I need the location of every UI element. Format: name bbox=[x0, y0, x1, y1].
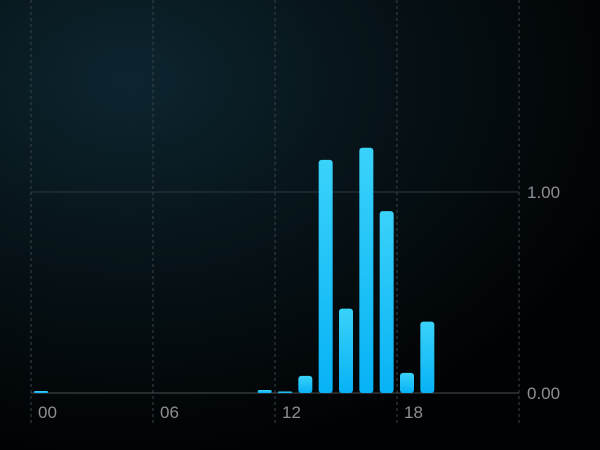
bar bbox=[278, 391, 292, 393]
y-tick-label: 1.00 bbox=[527, 183, 560, 202]
bar bbox=[359, 147, 374, 393]
x-tick-label: 18 bbox=[404, 403, 423, 422]
y-tick-label: 0.00 bbox=[527, 384, 560, 403]
bar bbox=[318, 159, 333, 393]
bar bbox=[420, 321, 435, 393]
bar bbox=[298, 375, 313, 393]
bar bbox=[339, 308, 353, 393]
x-tick-label: 12 bbox=[282, 403, 301, 422]
x-tick-label: 06 bbox=[160, 403, 179, 422]
bar bbox=[400, 372, 414, 393]
x-tick-label: 00 bbox=[38, 403, 57, 422]
bar bbox=[34, 390, 48, 393]
bar bbox=[257, 389, 272, 393]
bar bbox=[379, 211, 394, 393]
